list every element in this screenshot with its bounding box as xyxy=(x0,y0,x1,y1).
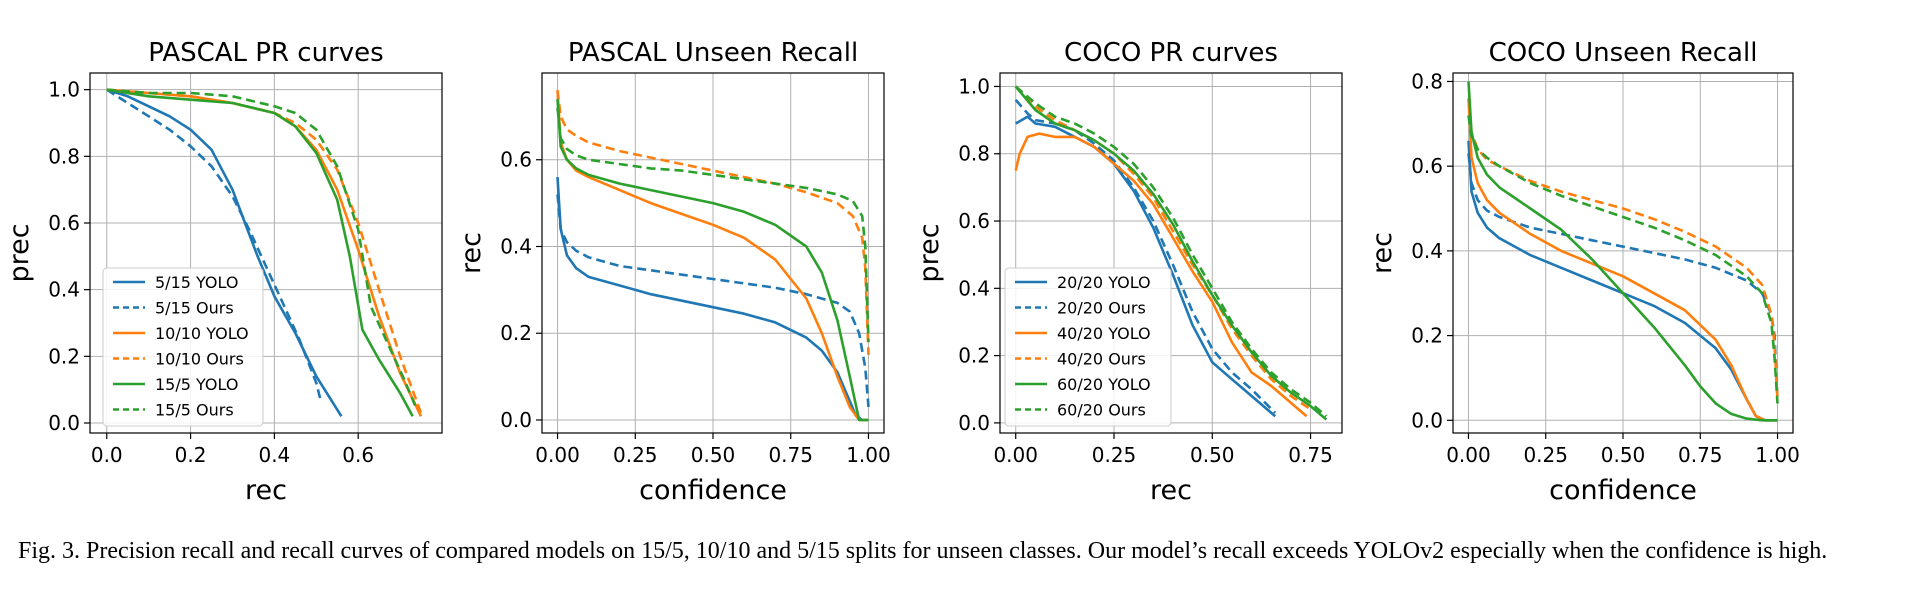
y-tick-label: 0.4 xyxy=(1411,239,1443,263)
y-axis-label: rec xyxy=(456,232,487,274)
legend-entry: 40/20 YOLO xyxy=(1057,324,1151,343)
x-tick-label: 0.75 xyxy=(1678,443,1723,467)
plot-frame xyxy=(999,72,1343,434)
series-line-20-20-yolo xyxy=(1015,115,1277,418)
series-line-40-20-ours xyxy=(1014,85,1312,411)
legend-entry: 10/10 YOLO xyxy=(155,324,249,343)
y-tick-label: 0.2 xyxy=(48,344,80,368)
y-tick-label: 0.8 xyxy=(48,144,80,168)
chart-panel-2: 0.00 0.25 0.50 0.75 0.0 0.2 0.4 0.6 0.8 1.0 COCO P… xyxy=(914,38,1343,506)
x-tick-label: 0.75 xyxy=(768,443,813,467)
series-line-60-20-ours xyxy=(1014,85,1328,418)
x-tick-label: 0.25 xyxy=(1092,443,1137,467)
x-tick-label: 0.75 xyxy=(1288,443,1333,467)
x-tick-label: 0.2 xyxy=(175,443,207,467)
legend: 5/15 YOLO 5/15 Ours 10/10 YOLO 10/10 Ours 15… xyxy=(102,267,264,427)
y-tick-label: 0.2 xyxy=(958,344,990,368)
legend-entry: 15/5 Ours xyxy=(155,401,234,420)
series-line-10-10-ours xyxy=(556,90,870,355)
figure-caption: Fig. 3. Precision recall and recall curv… xyxy=(18,538,1828,564)
y-tick-label: 0.0 xyxy=(1411,408,1443,432)
y-tick-label: 0.8 xyxy=(1411,69,1443,93)
chart-panel-3: 0.00 0.25 0.50 0.75 1.00 0.0 0.2 0.4 0.6 0.8 COCO … xyxy=(1367,38,1800,506)
series-line-40-20-yolo xyxy=(1467,98,1778,422)
chart-title: COCO Unseen Recall xyxy=(1489,38,1758,68)
series-line-60-20-ours xyxy=(1467,115,1779,404)
x-tick-label: 1.00 xyxy=(846,443,891,467)
legend-entry: 15/5 YOLO xyxy=(155,375,238,394)
y-tick-label: 0.0 xyxy=(48,411,80,435)
series-line-15-5-yolo xyxy=(556,98,869,422)
series-line-15-5-ours xyxy=(556,107,870,342)
y-axis-label: rec xyxy=(1367,232,1398,274)
series-line-15-5-yolo xyxy=(106,88,414,417)
y-axis-label: prec xyxy=(914,223,945,282)
y-tick-label: 0.4 xyxy=(958,276,990,300)
series-line-5-15-ours xyxy=(556,194,870,408)
plot-frame xyxy=(89,72,443,434)
series-line-5-15-yolo xyxy=(106,88,343,417)
series-line-20-20-ours xyxy=(1467,153,1779,400)
y-tick-label: 0.4 xyxy=(500,234,532,258)
x-axis-label: confidence xyxy=(1549,475,1697,506)
y-tick-label: 0.2 xyxy=(1411,324,1443,348)
legend-entry: 5/15 Ours xyxy=(155,299,234,318)
legend-entry: 20/20 Ours xyxy=(1057,299,1146,318)
series-line-15-5-ours xyxy=(106,88,419,411)
x-tick-label: 0.00 xyxy=(535,443,580,467)
series-line-60-20-yolo xyxy=(1014,85,1328,421)
chart-panel-0: 0.0 0.2 0.4 0.6 0.0 0.2 0.4 0.6 0.8 1.0 PASCAL PR … xyxy=(4,38,443,506)
chart-panel-1: 0.00 0.25 0.50 0.75 1.00 0.0 0.2 0.4 0.6 PASCAL U… xyxy=(456,38,891,506)
y-tick-label: 0.0 xyxy=(500,408,532,432)
series-line-5-15-ours xyxy=(106,88,322,401)
x-tick-label: 0.00 xyxy=(1446,443,1491,467)
y-tick-label: 0.0 xyxy=(958,411,990,435)
x-tick-label: 0.6 xyxy=(342,443,374,467)
legend-entry: 5/15 YOLO xyxy=(155,273,238,292)
y-tick-label: 0.6 xyxy=(48,211,80,235)
x-tick-label: 0.50 xyxy=(691,443,736,467)
legend-entry: 60/20 Ours xyxy=(1057,401,1146,420)
y-axis-label: prec xyxy=(4,223,35,282)
x-tick-label: 0.00 xyxy=(993,443,1038,467)
series-line-60-20-yolo xyxy=(1467,81,1778,422)
x-tick-label: 0.0 xyxy=(91,443,123,467)
chart-title: PASCAL Unseen Recall xyxy=(568,38,858,68)
y-tick-label: 0.8 xyxy=(958,142,990,166)
y-tick-label: 0.6 xyxy=(500,148,532,172)
chart-title: COCO PR curves xyxy=(1064,38,1278,68)
legend-entry: 10/10 Ours xyxy=(155,350,244,369)
x-tick-label: 0.4 xyxy=(258,443,290,467)
x-tick-label: 1.00 xyxy=(1755,443,1800,467)
series-line-5-15-yolo xyxy=(556,177,869,422)
y-tick-label: 0.4 xyxy=(48,278,80,302)
chart-title: PASCAL PR curves xyxy=(148,38,383,68)
legend-entry: 60/20 YOLO xyxy=(1057,375,1151,394)
legend-entry: 20/20 YOLO xyxy=(1057,273,1151,292)
legend: 20/20 YOLO 20/20 Ours 40/20 YOLO 40/20 Ours… xyxy=(1004,267,1172,427)
x-tick-label: 0.25 xyxy=(1523,443,1568,467)
legend-entry: 40/20 Ours xyxy=(1057,350,1146,369)
x-axis-label: rec xyxy=(1150,475,1192,506)
y-tick-label: 1.0 xyxy=(958,74,990,98)
x-tick-label: 0.25 xyxy=(613,443,658,467)
x-tick-label: 0.50 xyxy=(1190,443,1235,467)
x-axis-label: confidence xyxy=(639,475,787,506)
series-line-40-20-yolo xyxy=(1014,132,1308,418)
series-line-20-20-ours xyxy=(1014,99,1277,414)
y-tick-label: 1.0 xyxy=(48,78,80,102)
y-tick-label: 0.6 xyxy=(958,209,990,233)
x-tick-label: 0.50 xyxy=(1601,443,1646,467)
series-line-10-10-ours xyxy=(106,88,423,414)
y-tick-label: 0.6 xyxy=(1411,154,1443,178)
y-tick-label: 0.2 xyxy=(500,321,532,345)
x-axis-label: rec xyxy=(245,475,287,506)
